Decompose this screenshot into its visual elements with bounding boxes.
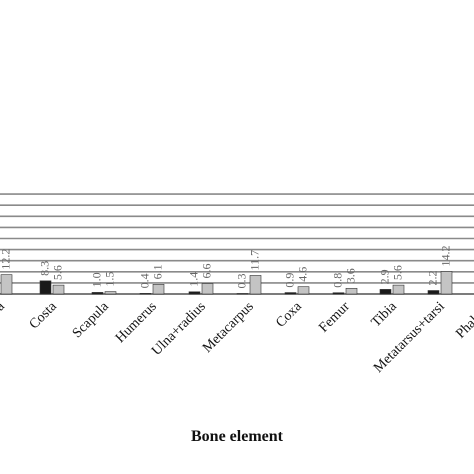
bar-costa-s1 bbox=[39, 280, 52, 295]
value-label: 4.6 bbox=[296, 267, 310, 282]
value-label: 1.5 bbox=[103, 272, 117, 287]
bar-scapula-s2 bbox=[104, 291, 117, 295]
x-tick-label: Femur bbox=[316, 299, 353, 336]
value-label: 1.4 bbox=[187, 272, 201, 287]
x-tick-label: Phalanx bbox=[453, 299, 474, 342]
x-tick-label: Vertebra bbox=[0, 299, 8, 344]
value-label: 0.8 bbox=[331, 273, 345, 288]
value-label: 2.9 bbox=[378, 269, 392, 284]
value-labels: 6.212.28.35.61.01.50.46.11.46.60.311.70.… bbox=[0, 245, 474, 288]
value-label: 8.3 bbox=[38, 261, 52, 276]
x-tick-label: Scapula bbox=[70, 299, 112, 341]
bar-coxa-s1 bbox=[284, 292, 297, 295]
value-label: 0.3 bbox=[235, 274, 249, 289]
value-label: 5.6 bbox=[51, 265, 65, 280]
x-tick-labels: Vertebra Costa Scapula HumerusUlna+radiusMe… bbox=[0, 299, 474, 376]
x-tick-label: Metacarpus bbox=[200, 299, 257, 356]
bar-femur-s1 bbox=[332, 292, 345, 295]
x-tick-label: Tibia bbox=[369, 299, 401, 331]
x-tick-label: Costa bbox=[27, 299, 61, 333]
value-label: 0.4 bbox=[138, 273, 152, 288]
bar-tibia-s1 bbox=[379, 289, 392, 295]
bars bbox=[0, 271, 453, 295]
bar-humerus-s1 bbox=[139, 293, 152, 295]
value-label: 0.9 bbox=[283, 273, 297, 288]
bar-metacarpus-s2 bbox=[249, 275, 262, 295]
bar-metatarsus-tarsi-s1 bbox=[427, 290, 440, 295]
value-label: 11.7 bbox=[248, 250, 262, 271]
value-label: 6.1 bbox=[151, 264, 165, 279]
bar-ulna-radius-s2 bbox=[201, 283, 214, 295]
x-axis-label: Bone element bbox=[191, 428, 283, 445]
bar-vertebra-s2 bbox=[0, 274, 13, 295]
bar-metatarsus-tarsi-s2 bbox=[440, 271, 453, 295]
x-tick-label: Coxa bbox=[273, 299, 305, 331]
value-label: 1.0 bbox=[90, 272, 104, 287]
bar-femur-s2 bbox=[345, 287, 358, 295]
value-label: 6.6 bbox=[200, 264, 214, 279]
bar-ulna-radius-s1 bbox=[188, 291, 201, 295]
value-label: 14.2 bbox=[439, 245, 453, 266]
bar-coxa-s2 bbox=[297, 286, 310, 295]
value-label: 2.2 bbox=[426, 271, 440, 286]
value-label: 12.2 bbox=[0, 249, 13, 270]
value-label: 5.6 bbox=[391, 265, 405, 280]
bar-tibia-s2 bbox=[392, 284, 405, 295]
value-label: 3.6 bbox=[344, 268, 358, 283]
bar-humerus-s2 bbox=[152, 284, 165, 295]
x-tick-label: Humerus bbox=[113, 299, 160, 346]
bar-scapula-s1 bbox=[91, 292, 104, 295]
bar-costa-s2 bbox=[52, 284, 65, 295]
